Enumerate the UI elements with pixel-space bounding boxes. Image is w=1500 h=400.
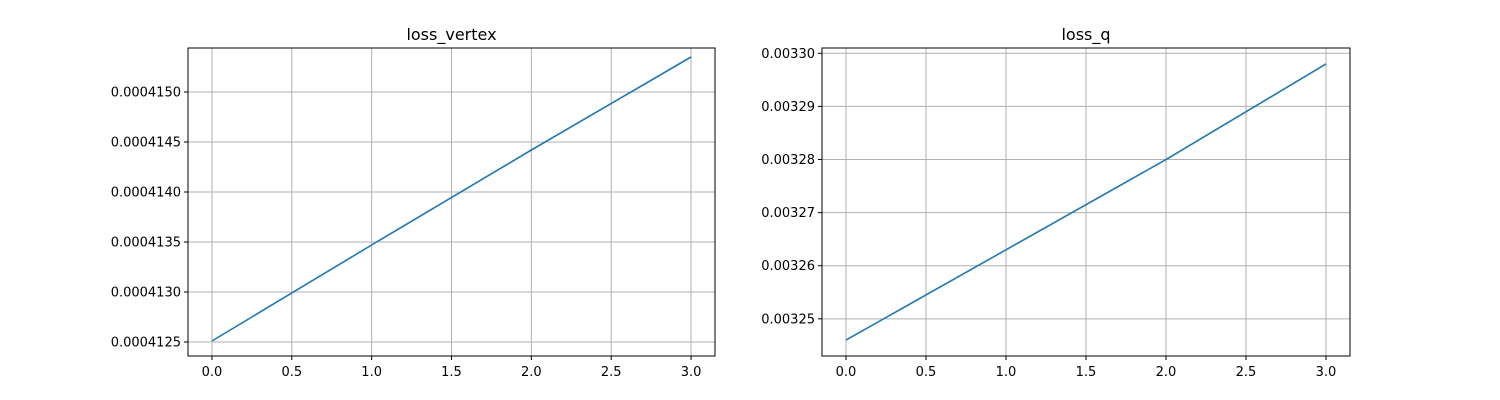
y-tick-label: 0.0004140 [111, 186, 181, 201]
chart-title: loss_vertex [406, 25, 496, 45]
x-tick-label: 0.0 [202, 365, 223, 380]
y-tick-label: 0.00330 [761, 47, 815, 62]
x-tick-label: 1.5 [441, 365, 462, 380]
x-tick-label: 3.0 [1316, 365, 1337, 380]
x-tick-label: 0.5 [916, 365, 937, 380]
x-tick-label: 1.0 [996, 365, 1017, 380]
x-tick-label: 0.0 [836, 365, 857, 380]
y-tick-label: 0.0004135 [111, 236, 181, 251]
x-tick-label: 3.0 [681, 365, 702, 380]
y-tick-label: 0.00328 [761, 153, 815, 168]
y-tick-label: 0.0004125 [111, 336, 181, 351]
x-tick-label: 2.5 [1236, 365, 1257, 380]
chart-loss-q: 0.0 0.5 1.0 1.5 2.0 2.5 3.0 0.00325 0.00326 0.003… [761, 25, 1351, 380]
x-tick-label: 2.0 [1156, 365, 1177, 380]
x-tick-label: 2.5 [601, 365, 622, 380]
y-tick-label: 0.00325 [761, 312, 815, 327]
y-tick-label: 0.00327 [761, 206, 815, 221]
x-tick-label: 1.0 [361, 365, 382, 380]
y-tick-label: 0.00329 [761, 100, 815, 115]
series-line [211, 56, 692, 342]
x-tick-label: 1.5 [1076, 365, 1097, 380]
y-tick-label: 0.00326 [761, 259, 815, 274]
y-tick-label: 0.0004130 [111, 286, 181, 301]
x-tick-label: 0.5 [281, 365, 302, 380]
y-tick-label: 0.0004145 [111, 136, 181, 151]
chart-title: loss_q [1061, 25, 1110, 45]
chart-loss-vertex: 0.0 0.5 1.0 1.5 2.0 2.5 3.0 0.0004125 0.0004130 0… [111, 25, 716, 380]
y-tick-label: 0.0004150 [111, 86, 181, 101]
x-tick-label: 2.0 [521, 365, 542, 380]
series-line [845, 63, 1327, 341]
